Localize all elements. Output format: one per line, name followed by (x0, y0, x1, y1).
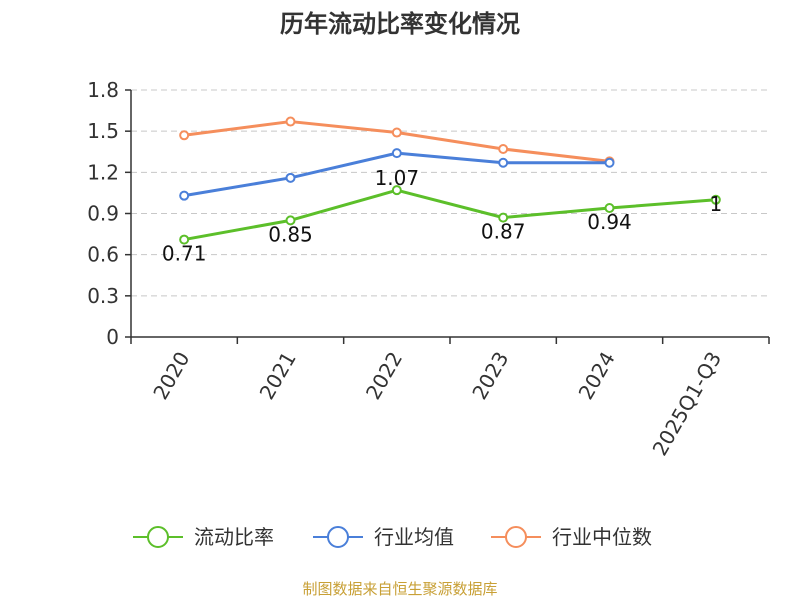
data-point (179, 190, 190, 201)
data-point (285, 116, 296, 127)
data-point (498, 157, 509, 168)
legend-label: 行业中位数 (552, 525, 652, 549)
y-tick-label: 0 (106, 325, 119, 349)
legend-label: 流动比率 (194, 525, 274, 549)
grid-lines (131, 89, 769, 297)
y-tick-label: 0.3 (87, 284, 119, 308)
data-point (498, 212, 509, 223)
x-tick-label: 2020 (148, 348, 194, 404)
data-label: 1.07 (375, 166, 420, 190)
data-label: 0.87 (481, 220, 526, 244)
x-tick-label: 2022 (361, 348, 407, 404)
data-label: 0.94 (587, 210, 632, 234)
legend-swatch-marker (505, 526, 527, 548)
data-point (710, 194, 721, 205)
y-tick-label: 1.8 (87, 78, 119, 102)
legend-swatch-marker (147, 526, 169, 548)
legend-item[interactable]: 行业中位数 (491, 525, 652, 549)
legend-label: 行业均值 (374, 525, 454, 549)
series (179, 116, 721, 245)
data-point (498, 144, 509, 155)
x-tick-label: 2024 (574, 348, 620, 404)
data-point (285, 172, 296, 183)
data-labels: 0.71 0.85 1.07 0.87 0.94 1 (162, 166, 722, 265)
legend-item[interactable]: 行业均值 (313, 525, 454, 549)
data-point (604, 203, 615, 214)
data-point (285, 215, 296, 226)
y-tick-label: 0.9 (87, 202, 119, 226)
data-point (604, 157, 615, 168)
data-point (179, 234, 190, 245)
data-point (179, 130, 190, 141)
chart-title: 历年流动比率变化情况 (280, 10, 520, 38)
x-tick-label: 2025Q1-Q3 (647, 348, 726, 460)
data-label: 1 (709, 192, 722, 216)
y-tick-label: 1.2 (87, 160, 119, 184)
data-point (391, 148, 402, 159)
data-label: 0.71 (162, 242, 207, 266)
data-point (391, 127, 402, 138)
legend-swatch-marker (327, 526, 349, 548)
y-tick-label: 1.5 (87, 119, 119, 143)
x-tick-label: 2023 (467, 347, 513, 403)
source-note: 制图数据来自恒生聚源数据库 (302, 580, 497, 598)
y-tick-label: 0.6 (87, 243, 119, 267)
series-line (183, 188, 716, 242)
legend-item[interactable]: 流动比率 (133, 525, 274, 549)
data-label: 0.85 (268, 222, 313, 246)
x-tick-label: 2021 (255, 348, 301, 404)
legend[interactable]: 流动比率 行业均值 行业中位数 (133, 525, 652, 549)
data-point (391, 185, 402, 196)
